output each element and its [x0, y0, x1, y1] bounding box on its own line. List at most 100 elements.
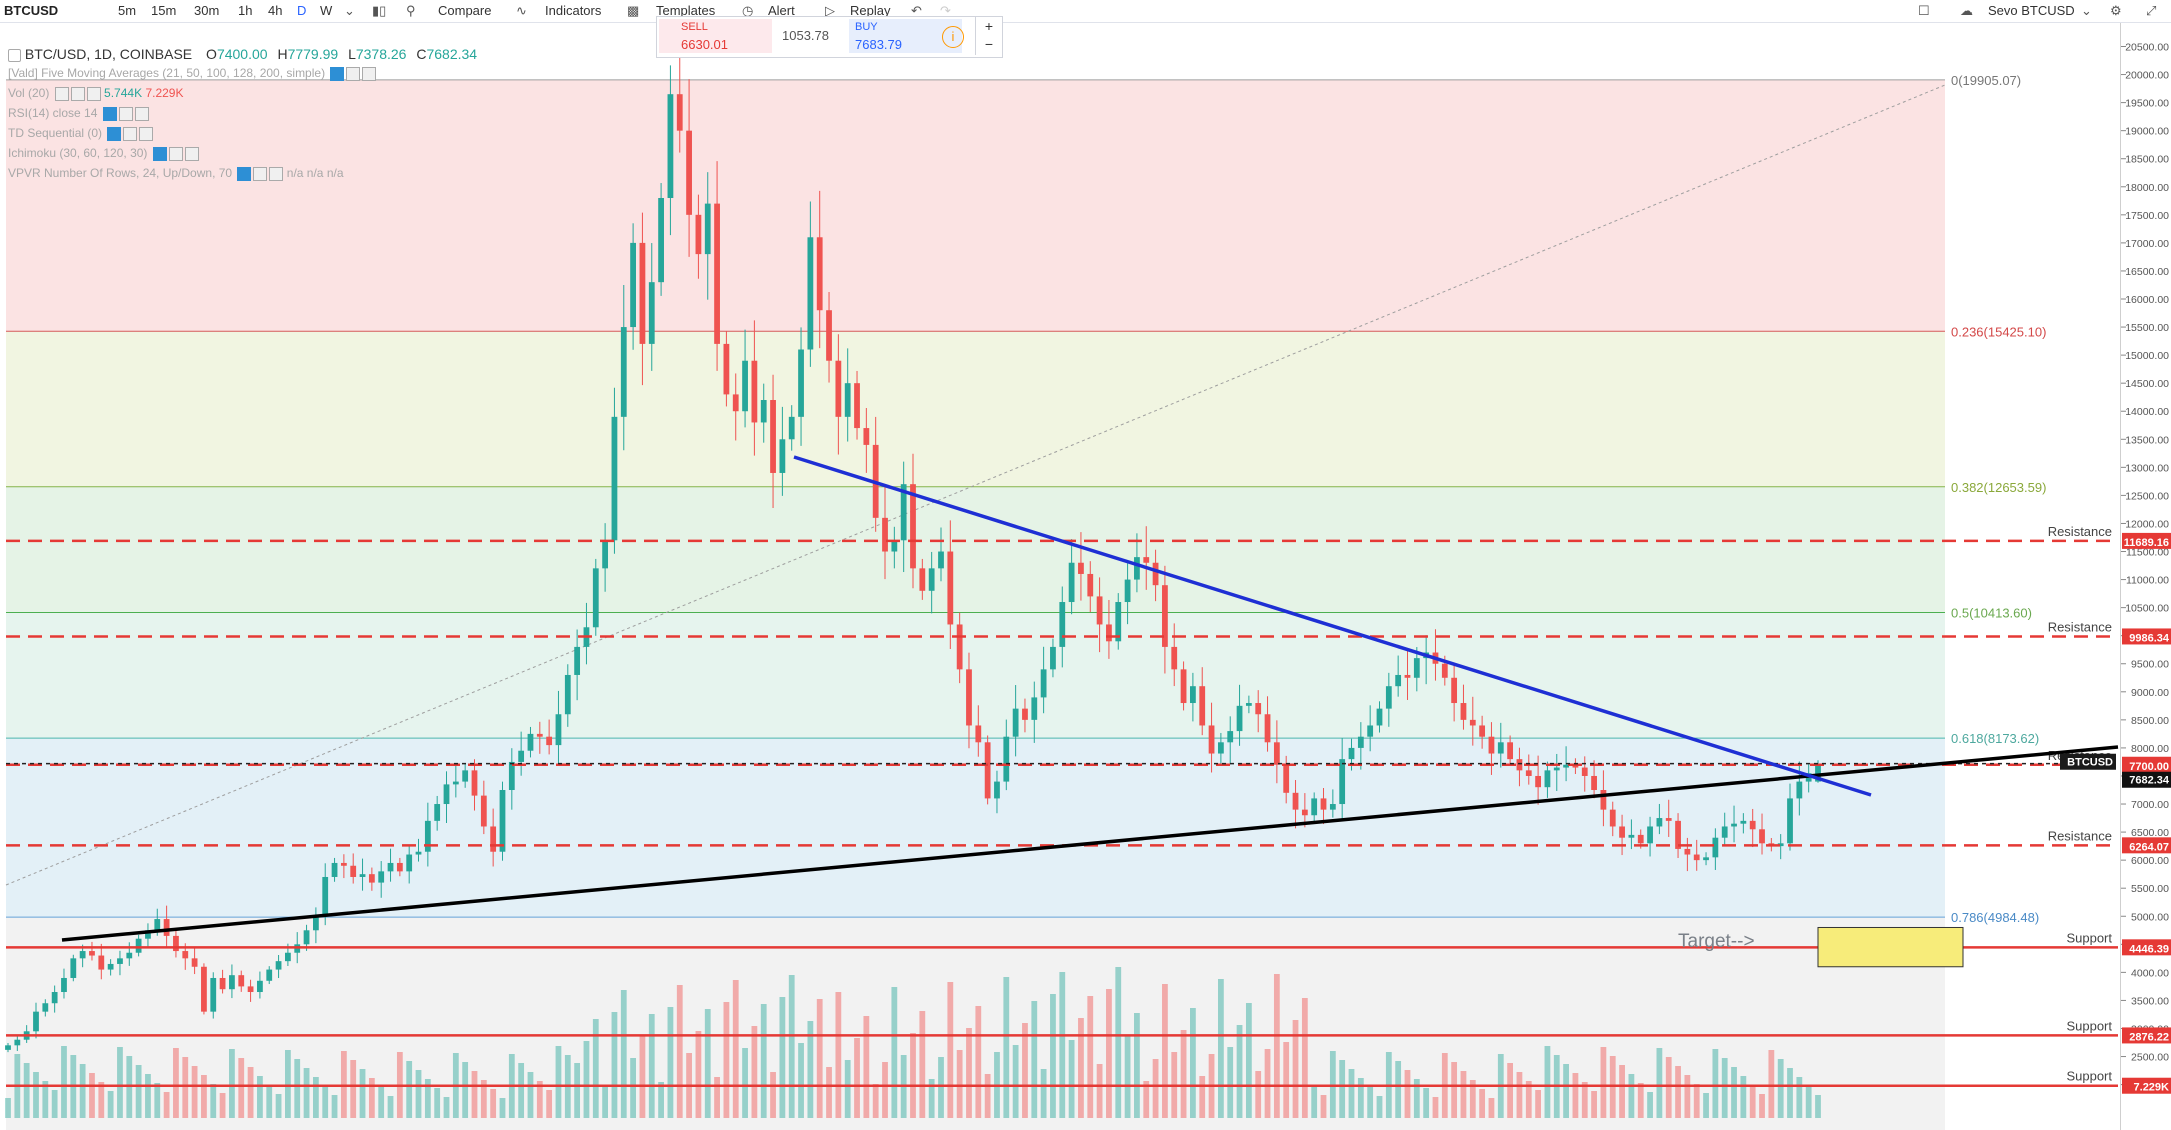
candle-body — [1106, 624, 1112, 642]
interval-4h[interactable]: 4h — [268, 3, 283, 18]
chevron-down-icon[interactable]: ⌄ — [2081, 3, 2092, 18]
templates-button[interactable]: Templates — [656, 3, 716, 18]
redo-icon[interactable]: ↷ — [940, 3, 951, 18]
candle-body — [555, 714, 562, 746]
candle-body — [686, 130, 692, 215]
interval-1d[interactable]: D — [297, 3, 307, 18]
volume-bar — [1376, 1096, 1383, 1118]
eye-icon[interactable] — [330, 66, 345, 81]
eye-icon[interactable] — [107, 126, 122, 141]
candle-body — [1208, 725, 1215, 754]
eye-icon[interactable] — [237, 166, 252, 181]
close-icon[interactable] — [86, 86, 101, 101]
settings-gear-icon[interactable]: ⚙ — [2110, 3, 2122, 18]
compare-button[interactable]: Compare — [438, 3, 492, 18]
interval-5m[interactable]: 5m — [118, 3, 137, 18]
trendline-resistance-blue[interactable] — [793, 455, 1872, 797]
candle-body — [1273, 742, 1280, 765]
candle-body — [1535, 775, 1541, 788]
candle-body — [611, 416, 618, 541]
volume-bar — [1068, 1040, 1075, 1118]
indicators-button[interactable]: Indicators — [545, 3, 602, 18]
axis-tick-label: 17000.00 — [2125, 238, 2169, 250]
volume-bar — [1003, 977, 1010, 1118]
eye-icon[interactable] — [54, 86, 69, 101]
indicator-3[interactable]: Ichimoku (30, 60, 120, 30) — [8, 146, 199, 161]
level-label-0: Resistance — [2048, 524, 2112, 539]
interval-1w[interactable]: W — [320, 3, 333, 18]
candle-body — [1022, 708, 1028, 720]
candle-body — [173, 935, 179, 952]
eye-icon[interactable] — [152, 146, 167, 161]
axis-tick-label: 2500.00 — [2131, 1052, 2169, 1064]
interval-1h[interactable]: 1h — [238, 3, 253, 18]
expand-icon[interactable]: ⤢ — [2146, 3, 2157, 18]
candle-body — [247, 986, 254, 993]
fullscreen-checkbox-icon[interactable]: ☐ — [1918, 3, 1930, 18]
eye-icon[interactable] — [102, 106, 117, 121]
quantity-stepper[interactable]: + − — [975, 17, 1002, 55]
settings-icon[interactable] — [123, 126, 138, 141]
last-price-tag-bg — [2122, 771, 2171, 788]
replay-icon[interactable]: ▷ — [825, 3, 835, 18]
symbol-search[interactable]: BTCUSD — [4, 3, 59, 18]
compare-icon[interactable]: ⚲ — [406, 3, 416, 18]
close-icon[interactable] — [139, 126, 154, 141]
candle-body — [117, 958, 123, 964]
candle-body — [508, 761, 515, 791]
alert-button[interactable]: Alert — [768, 3, 795, 18]
price-chart[interactable]: 0(19905.07) 0.236(15425.10) 0.382(12653.59… — [0, 23, 2120, 1130]
indicator-1[interactable]: RSI(14) close 14 — [8, 106, 149, 121]
sell-button[interactable]: SELL 6630.01 — [659, 19, 772, 53]
candle-body — [1329, 804, 1336, 810]
expand-legend-icon[interactable] — [8, 48, 21, 62]
axis-tick-label: 3500.00 — [2131, 995, 2169, 1007]
close-icon[interactable] — [269, 166, 284, 181]
candles-icon[interactable]: ▮▯ — [372, 3, 387, 18]
volume-bar — [1227, 1047, 1234, 1118]
price-axis[interactable]: 2000.002500.003000.003500.004000.004500.… — [2120, 23, 2171, 1130]
volume-bar — [760, 1004, 767, 1118]
candle-body — [387, 862, 394, 872]
candle-body — [667, 94, 674, 198]
volume-bar — [368, 1078, 375, 1118]
replay-button[interactable]: Replay — [850, 3, 891, 18]
indicator-vol[interactable]: Vol (20) 5.744K 7.229K — [8, 86, 183, 101]
trendline-support-black[interactable] — [61, 745, 2119, 942]
settings-icon[interactable] — [168, 146, 183, 161]
chevron-down-icon[interactable]: ⌄ — [344, 3, 355, 18]
cloud-icon: ☁ — [1960, 3, 1973, 18]
indicator-2[interactable]: TD Sequential (0) — [8, 126, 154, 141]
settings-icon[interactable] — [253, 166, 268, 181]
close-icon[interactable] — [184, 146, 199, 161]
fib-label-2: 0.382(12653.59) — [1951, 480, 2046, 495]
account-name[interactable]: Sevo BTCUSD — [1988, 3, 2075, 18]
volume-bar — [312, 1077, 319, 1118]
templates-icon[interactable]: ▩ — [627, 3, 640, 18]
volume-bar — [844, 1060, 851, 1118]
info-icon[interactable]: i — [942, 26, 964, 48]
indicator-4[interactable]: VPVR Number Of Rows, 24, Up/Down, 70 n/a… — [8, 166, 344, 181]
settings-icon[interactable] — [118, 106, 133, 121]
interval-30m[interactable]: 30m — [194, 3, 220, 18]
volume-bar — [695, 1031, 702, 1118]
settings-icon[interactable] — [70, 86, 85, 101]
close-icon[interactable] — [362, 66, 377, 81]
volume-bar — [714, 1077, 720, 1118]
indicators-icon[interactable]: ∿ — [516, 3, 527, 18]
volume-bar — [1721, 1058, 1728, 1118]
settings-icon[interactable] — [346, 66, 361, 81]
candle-body — [1031, 697, 1038, 720]
interval-15m[interactable]: 15m — [151, 3, 177, 18]
volume-bar — [1703, 1093, 1709, 1118]
volume-bar — [1423, 1088, 1430, 1118]
indicator-ma[interactable]: [Vald] Five Moving Averages (21, 50, 100… — [8, 66, 377, 81]
close-icon[interactable] — [134, 106, 149, 121]
undo-icon[interactable]: ↶ — [911, 3, 922, 18]
alert-icon[interactable]: ◷ — [742, 3, 754, 18]
candle-body — [312, 916, 319, 931]
volume-bar — [1143, 1081, 1150, 1118]
candle-body — [1292, 792, 1299, 810]
volume-bar — [42, 1081, 49, 1118]
candle-body — [285, 952, 291, 962]
